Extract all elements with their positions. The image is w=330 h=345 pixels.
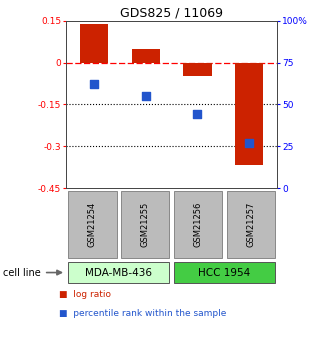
Point	[246, 140, 251, 146]
Bar	[174, 262, 275, 284]
Text: GSM21255: GSM21255	[141, 201, 150, 247]
Point	[92, 81, 97, 87]
Bar	[68, 262, 170, 284]
Title: GDS825 / 11069: GDS825 / 11069	[120, 7, 223, 20]
Text: ■  percentile rank within the sample: ■ percentile rank within the sample	[59, 309, 227, 318]
Bar	[132, 49, 160, 62]
Bar	[183, 62, 212, 76]
Bar	[121, 191, 170, 258]
Point	[143, 93, 148, 99]
Text: GSM21254: GSM21254	[88, 201, 97, 247]
Bar	[226, 191, 275, 258]
Bar	[68, 191, 117, 258]
Text: GSM21256: GSM21256	[193, 201, 203, 247]
Text: MDA-MB-436: MDA-MB-436	[85, 268, 152, 277]
Bar	[174, 191, 222, 258]
Point	[195, 112, 200, 117]
Bar	[235, 62, 263, 165]
Bar	[80, 24, 109, 62]
Text: ■  log ratio: ■ log ratio	[59, 290, 112, 299]
Text: GSM21257: GSM21257	[246, 201, 255, 247]
Text: cell line: cell line	[3, 268, 41, 277]
Text: HCC 1954: HCC 1954	[198, 268, 250, 277]
